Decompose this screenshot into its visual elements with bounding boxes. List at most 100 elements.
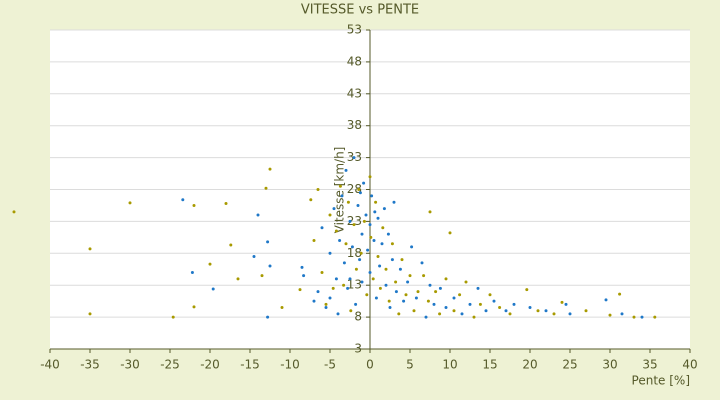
point <box>338 239 342 243</box>
point <box>504 309 508 313</box>
x-tick-label: 15 <box>482 358 497 372</box>
point <box>378 264 382 268</box>
point <box>358 258 362 262</box>
point <box>388 306 392 310</box>
point <box>536 309 540 313</box>
point <box>366 248 370 252</box>
point <box>476 286 480 290</box>
point <box>268 264 272 268</box>
point <box>376 216 380 220</box>
point <box>528 306 532 310</box>
point <box>356 203 360 207</box>
x-tick-label: 0 <box>366 358 374 372</box>
point <box>312 299 316 303</box>
point <box>12 210 16 214</box>
y-tick-label: 3 <box>354 342 362 356</box>
point <box>358 191 362 195</box>
point <box>349 309 353 313</box>
point <box>412 309 416 313</box>
point <box>346 200 350 204</box>
point <box>653 315 657 319</box>
y-tick-label: 28 <box>347 182 362 196</box>
point <box>428 210 432 214</box>
y-tick-label: 53 <box>347 23 362 37</box>
x-tick-label: 20 <box>522 358 537 372</box>
x-tick-label: -35 <box>80 358 100 372</box>
point <box>381 226 385 230</box>
point <box>374 296 378 300</box>
point <box>390 242 394 246</box>
x-tick-label: 40 <box>682 358 697 372</box>
point <box>584 309 588 313</box>
point <box>252 254 256 258</box>
point <box>374 200 378 204</box>
point <box>416 290 420 294</box>
point <box>264 186 268 190</box>
point <box>525 288 529 292</box>
point <box>348 277 352 281</box>
point <box>359 251 363 255</box>
point <box>468 302 472 306</box>
point <box>280 306 284 310</box>
point <box>332 207 336 211</box>
point <box>352 223 356 227</box>
y-tick-label: 13 <box>347 278 362 292</box>
point <box>320 270 324 274</box>
point <box>384 283 388 287</box>
point <box>406 280 410 284</box>
x-tick-label: -15 <box>240 358 260 372</box>
point <box>328 296 332 300</box>
point <box>171 315 175 319</box>
x-tick-label: 35 <box>642 358 657 372</box>
point <box>346 286 350 290</box>
point <box>316 188 320 191</box>
x-tick-label: 25 <box>562 358 577 372</box>
point <box>370 194 374 198</box>
y-tick-label: 23 <box>347 214 362 228</box>
point <box>368 175 372 179</box>
point <box>488 293 492 297</box>
point <box>390 258 394 262</box>
y-axis-title: Vitesse [km/h] <box>333 147 347 234</box>
point <box>88 312 92 316</box>
point <box>408 274 412 278</box>
point <box>632 315 636 319</box>
point <box>452 309 456 313</box>
point <box>410 245 414 249</box>
y-tick-label: 38 <box>347 118 362 132</box>
point <box>434 290 438 294</box>
y-tick-label: 18 <box>347 246 362 260</box>
point <box>354 267 358 271</box>
chart-title: VITESSE vs PENTE <box>301 3 419 18</box>
point <box>364 213 368 217</box>
point <box>420 261 424 265</box>
point <box>236 277 240 281</box>
point <box>464 280 468 284</box>
point <box>544 309 548 313</box>
point <box>438 312 442 316</box>
point <box>320 226 324 230</box>
point <box>438 286 442 290</box>
point <box>384 267 388 271</box>
point <box>302 274 306 278</box>
point <box>256 213 260 217</box>
point <box>352 156 356 160</box>
x-axis-title: Pente [%] <box>632 374 690 388</box>
point <box>342 283 346 287</box>
point <box>452 296 456 300</box>
point <box>508 312 512 316</box>
point <box>211 287 215 291</box>
point <box>324 302 328 306</box>
point <box>608 313 612 317</box>
point <box>298 288 302 292</box>
point <box>397 312 401 316</box>
x-tick-label: -30 <box>120 358 140 372</box>
point <box>190 270 194 274</box>
point <box>402 299 406 303</box>
point <box>444 306 448 310</box>
point <box>357 188 361 191</box>
point <box>324 306 328 310</box>
point <box>344 168 348 172</box>
point <box>316 290 320 294</box>
point <box>229 243 233 247</box>
